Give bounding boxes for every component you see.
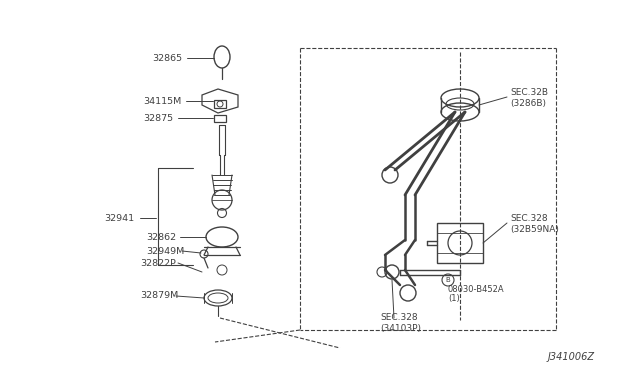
- Text: 32822P: 32822P: [140, 259, 176, 267]
- Text: J341006Z: J341006Z: [548, 352, 595, 362]
- Text: (32B59NA): (32B59NA): [510, 224, 559, 234]
- Text: 08030-B452A: 08030-B452A: [448, 285, 504, 294]
- Text: SEC.328: SEC.328: [380, 314, 418, 323]
- Text: 32879M: 32879M: [140, 292, 179, 301]
- Text: B: B: [445, 277, 451, 283]
- Text: 32862: 32862: [146, 232, 176, 241]
- Text: 32875: 32875: [143, 113, 173, 122]
- Text: 34115M: 34115M: [143, 96, 181, 106]
- Text: SEC.328: SEC.328: [510, 214, 548, 222]
- Text: 32949M: 32949M: [146, 247, 184, 256]
- Text: 32941: 32941: [104, 214, 134, 222]
- Text: SEC.32B: SEC.32B: [510, 87, 548, 96]
- Text: (34103P): (34103P): [380, 324, 421, 334]
- Text: (1): (1): [448, 295, 460, 304]
- Text: 32865: 32865: [152, 54, 182, 62]
- Text: (3286B): (3286B): [510, 99, 546, 108]
